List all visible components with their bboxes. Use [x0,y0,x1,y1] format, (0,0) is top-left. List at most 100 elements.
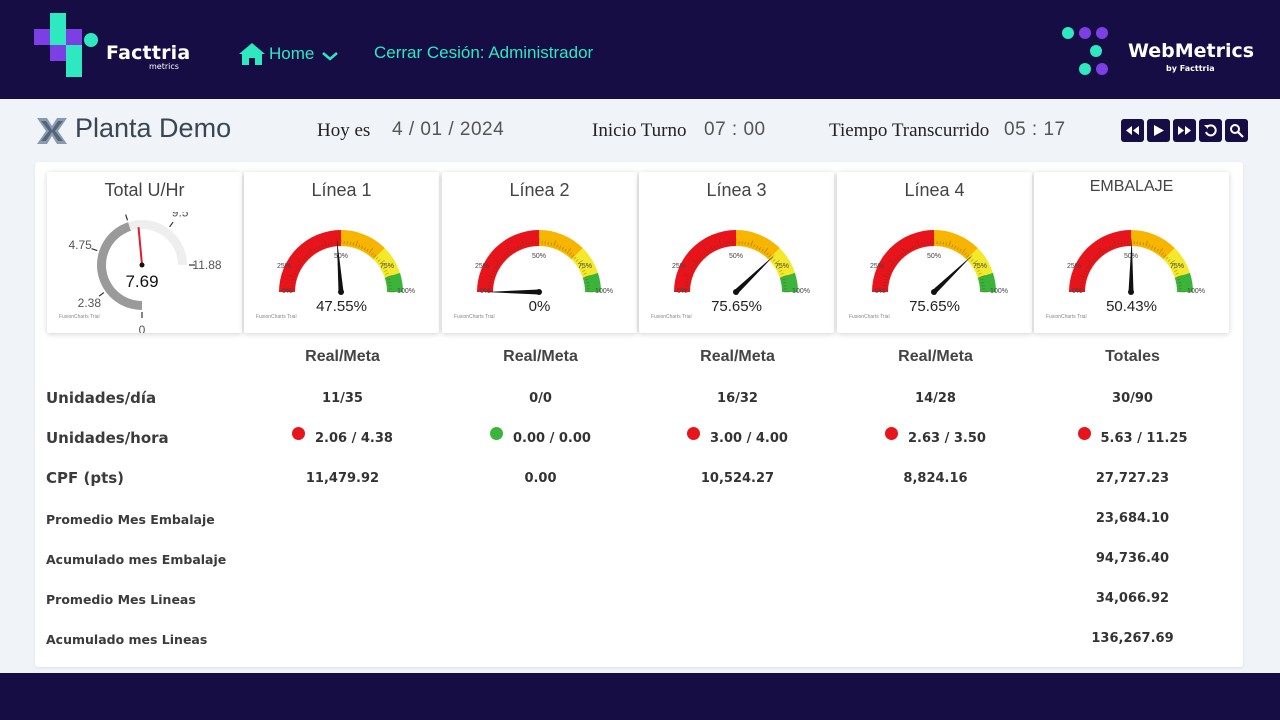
gauge-pivot [733,289,739,295]
gauge-tick [571,254,575,258]
gauge-tick [358,244,361,248]
fast-forward-button[interactable] [1173,119,1196,142]
gauge-tick [495,259,501,265]
gauge-band-red [872,230,934,292]
table-cell: 14/28 [915,391,956,406]
total-gauge: 02.384.757.139.511.887.69 [68,212,221,333]
gauge-tick [688,272,692,275]
fast-forward-icon [1178,126,1191,135]
gauge-tick [691,267,695,270]
gauge-tick [529,241,531,245]
gauge-tick [959,248,962,252]
gauge-value: 7.69 [125,272,158,291]
gauge-band-green [384,272,403,292]
gauge-tick [586,282,590,284]
gauge-tick-label: 50% [729,253,743,260]
gauge-tick-label: 0 [139,323,146,333]
gauge-tick [495,264,499,267]
rewind-icon [1126,126,1139,135]
gauge-tick [516,245,519,249]
gauge-tick [491,272,495,275]
gauge-tick [379,259,385,265]
gauge-value: 0% [528,298,551,315]
gauge-tick [514,247,517,251]
gauge-tick [577,259,583,265]
fusioncharts-trial-label: FusionCharts Trial [59,314,100,320]
gauge-tick [882,274,889,278]
gauge-tick [1153,247,1156,251]
plant-name: Planta Demo [75,113,232,143]
gauge-tick-label: 100% [595,288,613,295]
home-label: Home [269,44,315,63]
table-cell-total: 94,736.40 [1095,551,1170,566]
gauge-tick [722,242,725,246]
gauge-tick [506,252,509,256]
gauge-tick [981,282,985,284]
gauge-tick [777,267,781,270]
rewind-button[interactable] [1121,119,1144,142]
gauge-tick [301,259,305,262]
search-button[interactable] [1225,119,1248,142]
gauge-band-yellow [1163,248,1190,278]
gauge-tick [308,248,314,254]
gauge-value: 50.43% [1106,298,1157,315]
table-cell: 10,524.27 [700,471,775,486]
cell-value: 0.00 / 0.00 [513,431,591,446]
gauge-title: EMBALAJE [1089,178,1174,195]
gauge-tick [942,241,944,245]
home-menu[interactable]: Home [238,42,339,66]
gauge-tick [914,244,917,248]
gauge-needle [932,254,973,294]
gauge-tick-label: 75% [380,263,394,270]
play-button[interactable] [1147,119,1170,142]
gauge-tick [1178,282,1182,284]
table-cell: 11,479.92 [305,471,380,486]
gauge-tick [1087,259,1093,265]
gauge-tick-label: 0% [677,288,687,295]
cell-value: 2.63 / 3.50 [908,431,986,446]
gauge-tick-label: 25% [672,263,686,270]
gauge-tick [906,248,909,252]
gauge-tick [968,256,972,260]
gauge-tick [1177,278,1181,281]
gauge-tick [361,245,364,249]
cell-value: 3.00 / 4.00 [710,431,788,446]
gauge-tick [488,282,492,284]
gauge-tick [499,259,503,262]
gauge-band-orange [1131,230,1175,260]
gauge-title: Línea 3 [706,180,767,200]
gauge-tick [692,259,698,265]
gauge-tick [916,240,920,247]
gauge-tick [547,241,549,245]
gauge-tick [1175,272,1179,275]
logout-link[interactable]: Cerrar Cesión: Administrador [374,43,594,62]
top-bar: Facttria metrics Home Cerrar Cesión: Adm… [0,0,1280,99]
refresh-button[interactable] [1199,119,1222,142]
gauge-band-orange [341,230,385,260]
facttria-logo[interactable]: Facttria metrics [34,13,190,79]
gauge-tick [1148,244,1151,248]
gauge-tick [975,267,979,270]
gauge-tick [290,282,294,284]
refresh-icon [1204,124,1217,137]
column-header: Real/Meta [700,348,775,365]
gauge-tick [703,252,706,256]
fusioncharts-trial-label: FusionCharts Trial [849,314,890,320]
gauge-tick [1080,282,1084,284]
search-icon [1230,124,1244,138]
gauge-tick [561,247,564,251]
facttria-logo-mark [34,13,98,77]
gauge-tick [924,241,926,245]
gauge-tick-label: 50% [927,253,941,260]
gauge-tick [886,272,890,275]
row-label-acumulado-mes-lineas: Acumulado mes Lineas [46,632,208,647]
gauge-tick [296,267,300,270]
gauge-tick [716,244,719,248]
gauge-tick [323,240,327,247]
table-cell-total: 30/90 [1112,391,1153,406]
gauge-band-yellow [768,248,795,278]
row-label-promedio-mes-lineas: Promedio Mes Lineas [46,592,196,607]
gauge-tick [684,274,691,278]
status-dot [292,427,306,440]
gauge-tick [708,248,711,252]
